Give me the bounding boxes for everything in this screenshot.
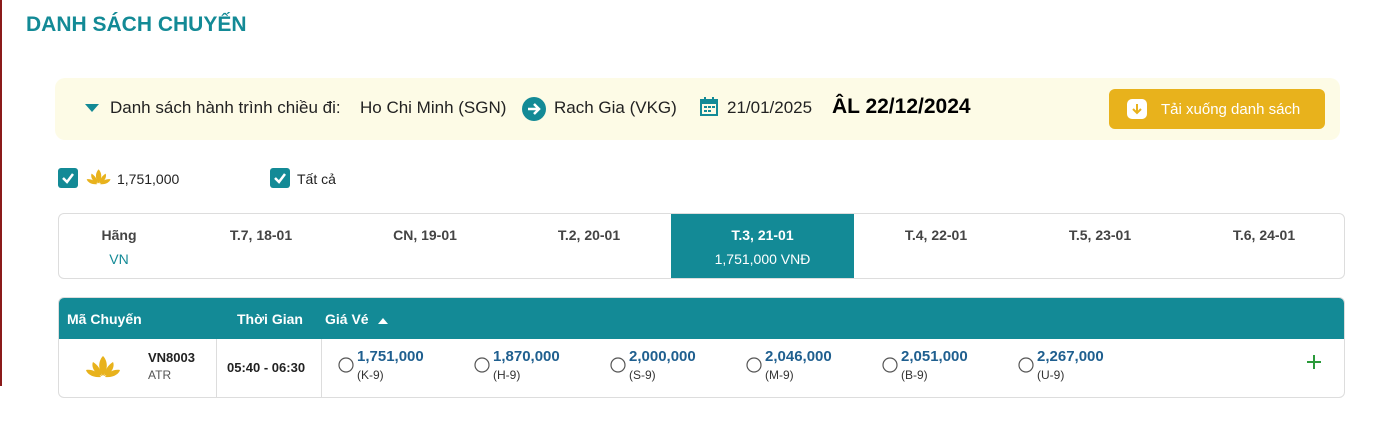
fare-radio[interactable] xyxy=(474,357,490,378)
sort-icon[interactable] xyxy=(378,313,388,331)
flight-table: Mã Chuyến Thời Gian Giá Vé VN8003 ATR 05:40 … xyxy=(58,297,1345,398)
date-tab-label: T.3, 21-01 xyxy=(731,227,794,243)
filter-label: 1,751,000 xyxy=(117,171,180,187)
date-tab-label: T.6, 24-01 xyxy=(1232,227,1296,243)
date-tab[interactable]: CN, 19-01 xyxy=(343,214,507,278)
origin: Ho Chi Minh (SGN) xyxy=(360,98,507,117)
fare-price: 2,267,000 xyxy=(1037,348,1104,365)
divider xyxy=(216,339,217,397)
fare-class: (M-9) xyxy=(765,368,794,382)
route-bar: Danh sách hành trình chiều đi: Ho Chi Mi… xyxy=(55,78,1340,140)
dropdown-icon xyxy=(85,104,99,112)
fare-radio-graphic xyxy=(474,357,490,373)
fare-price: 2,046,000 xyxy=(765,348,832,365)
fare-class: (S-9) xyxy=(629,368,656,382)
fare-price: 1,751,000 xyxy=(357,348,424,365)
checkbox[interactable] xyxy=(58,168,78,193)
fare-price: 2,051,000 xyxy=(901,348,968,365)
column-header: Giá Vé xyxy=(325,311,369,327)
column-header: Thời Gian xyxy=(237,311,303,327)
destination: Rach Gia (VKG) xyxy=(554,98,677,117)
sort-icon-graphic xyxy=(378,318,388,324)
download-icon xyxy=(1127,99,1147,119)
airline-header: Hãng xyxy=(101,227,137,243)
airline-logo xyxy=(85,354,121,385)
date-tab[interactable]: T.6, 24-01 xyxy=(1182,214,1346,278)
checkbox[interactable] xyxy=(270,168,290,193)
lotus-icon xyxy=(86,168,122,197)
lotus-icon-graphic xyxy=(86,169,111,185)
flight-number: VN8003 xyxy=(148,350,195,365)
date-tab[interactable]: T.5, 23-01 xyxy=(1018,214,1182,278)
divider xyxy=(321,339,322,397)
date-tab[interactable]: T.4, 22-01 xyxy=(854,214,1018,278)
fare-radio-graphic xyxy=(746,357,762,373)
page-title: DANH SÁCH CHUYẾN xyxy=(26,13,247,36)
expand-button-graphic xyxy=(1307,355,1321,369)
checkbox-graphic xyxy=(270,168,290,188)
lunar-date: ÂL 22/12/2024 xyxy=(832,95,971,118)
fare-radio-graphic xyxy=(1018,357,1034,373)
flight-time: 05:40 - 06:30 xyxy=(227,360,306,375)
fare-radio[interactable] xyxy=(746,357,762,378)
fare-radio[interactable] xyxy=(610,357,626,378)
filter-label: Tất cả xyxy=(297,171,336,187)
date-tab-label: CN, 19-01 xyxy=(393,227,457,243)
fare-class: (H-9) xyxy=(493,368,521,382)
route-label: Danh sách hành trình chiều đi: xyxy=(110,98,341,117)
date: 21/01/2025 xyxy=(727,98,813,117)
airline: VN xyxy=(109,251,129,267)
fare-price: 1,870,000 xyxy=(493,348,560,365)
fare-radio[interactable] xyxy=(1018,357,1034,378)
fare-radio[interactable] xyxy=(882,357,898,378)
fare-class: (K-9) xyxy=(357,368,384,382)
date-tab-label: T.7, 18-01 xyxy=(229,227,293,243)
calendar-icon xyxy=(700,97,718,116)
date-tab-label: T.4, 22-01 xyxy=(904,227,968,243)
expand-button[interactable] xyxy=(1306,354,1322,375)
fare-class: (B-9) xyxy=(901,368,928,382)
fare-class: (U-9) xyxy=(1037,368,1065,382)
fare-radio[interactable] xyxy=(338,357,354,378)
date-tab[interactable]: T.7, 18-01 xyxy=(179,214,343,278)
date-tabs: Hãng VN T.7, 18-01 CN, 19-01 T.2, 20-01 T.3… xyxy=(58,213,1345,279)
date-tab[interactable]: T.3, 21-01 1,751,000 VNĐ xyxy=(671,214,854,278)
column-header: Mã Chuyến xyxy=(67,311,142,327)
download-label: Tải xuống danh sách xyxy=(1161,101,1301,118)
checkbox-graphic xyxy=(58,168,78,188)
date-tab[interactable]: T.2, 20-01 xyxy=(507,214,671,278)
date-tab-price: 1,751,000 VNĐ xyxy=(714,251,811,267)
fare-price: 2,000,000 xyxy=(629,348,696,365)
date-tab-label: T.5, 23-01 xyxy=(1068,227,1132,243)
airline-logo-graphic xyxy=(86,356,120,378)
side-border xyxy=(0,0,2,386)
fare-radio-graphic xyxy=(338,357,354,373)
fare-radio-graphic xyxy=(610,357,626,373)
date-tab-label: T.2, 20-01 xyxy=(557,227,621,243)
download-button[interactable]: Tải xuống danh sách xyxy=(1109,89,1325,129)
fare-radio-graphic xyxy=(882,357,898,373)
aircraft: ATR xyxy=(148,368,172,382)
arrow-icon xyxy=(522,97,546,121)
table-header: Mã Chuyến Thời Gian Giá Vé xyxy=(59,298,1344,339)
